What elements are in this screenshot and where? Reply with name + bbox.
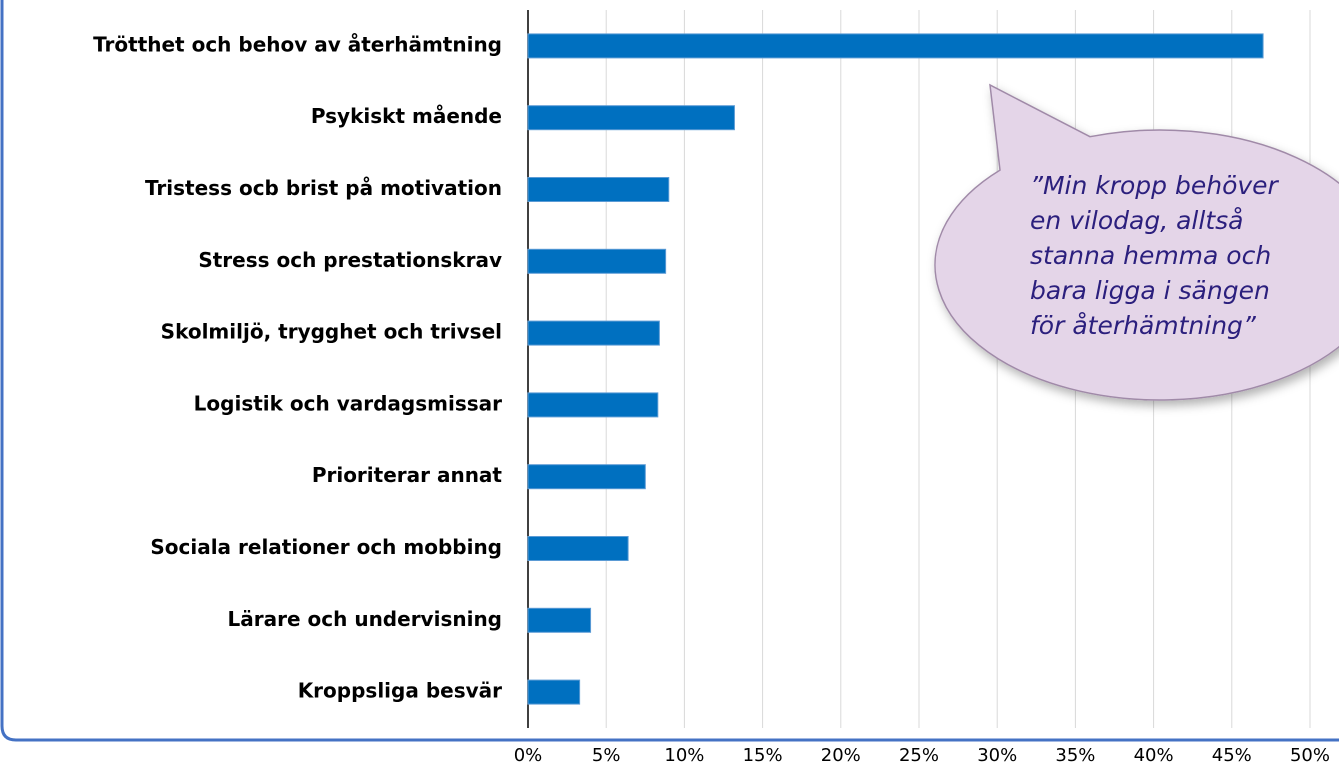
x-tick-label: 25% (899, 745, 939, 766)
bar (527, 33, 1264, 59)
y-tick-label: Psykiskt mående (311, 104, 502, 128)
callout-text: ”Min kropp behöver en vilodag, alltså stan… (1030, 171, 1280, 340)
y-tick-label: Tristess ocb brist på motivation (145, 176, 502, 200)
bar (527, 392, 659, 418)
y-tick-label: Prioriterar annat (312, 463, 503, 487)
frame (0, 0, 1339, 742)
bar (527, 105, 735, 131)
x-tick-label: 40% (1134, 745, 1174, 766)
y-tick-label: Skolmiljö, trygghet och trivsel (161, 320, 502, 344)
x-tick-label: 20% (821, 745, 861, 766)
x-tick-label: 30% (977, 745, 1017, 766)
callout-line: ”Min kropp behöver (1030, 171, 1280, 200)
bar (527, 320, 660, 346)
bar (527, 536, 629, 561)
callout-bubble (934, 83, 1339, 401)
x-tick-label: 35% (1055, 745, 1095, 766)
y-tick-label: Sociala relationer och mobbing (150, 535, 502, 559)
callout-line: bara ligga i sängen (1030, 276, 1270, 305)
bar (527, 607, 592, 633)
y-tick-label: Trötthet och behov av återhämtning (93, 32, 502, 56)
x-tick-label: 10% (664, 745, 704, 766)
y-tick-label: Lärare och undervisning (228, 607, 502, 631)
bar (527, 248, 667, 274)
y-tick-label: Logistik och vardagsmissar (194, 391, 502, 415)
x-tick-label: 15% (743, 745, 783, 766)
y-tick-label: Kroppsliga besvär (298, 679, 502, 703)
callout-line: stanna hemma och (1030, 241, 1271, 270)
bars (527, 33, 1264, 705)
callout-line: en vilodag, alltså (1030, 206, 1243, 235)
bar (527, 464, 646, 490)
callout-line: för återhämtning” (1030, 311, 1257, 340)
x-tick-label: 50% (1290, 745, 1330, 766)
x-tick-label: 45% (1212, 745, 1252, 766)
bar (527, 679, 581, 705)
bar (527, 177, 670, 202)
x-tick-label: 5% (592, 745, 621, 766)
x-tick-label: 0% (514, 745, 543, 766)
y-tick-label: Stress och prestationskrav (198, 248, 502, 272)
